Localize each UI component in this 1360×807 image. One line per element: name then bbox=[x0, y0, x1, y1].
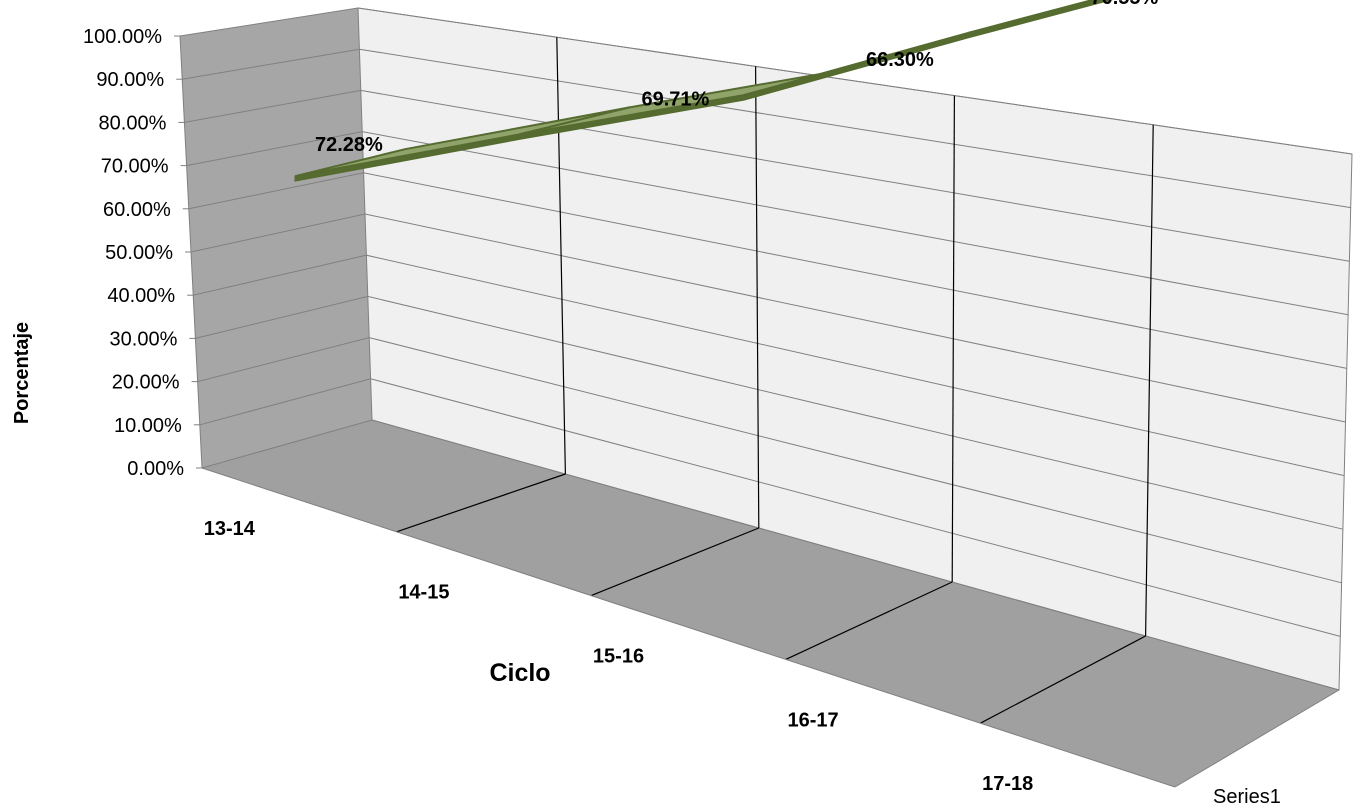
data-label: 69.71% bbox=[642, 88, 710, 110]
data-label: 72.28% bbox=[315, 134, 383, 156]
floor-divider bbox=[980, 635, 1146, 724]
x-axis-ticks: 13-14 14-15 15-16 16-17 17-18 bbox=[204, 518, 1034, 795]
gridline bbox=[193, 254, 1345, 477]
data-label: 66.30% bbox=[866, 49, 934, 71]
gridline bbox=[182, 48, 1351, 209]
chart-gridlines bbox=[179, 7, 1353, 788]
y-tick-label: 90.00% bbox=[96, 69, 164, 91]
x-tick-label: 17-18 bbox=[982, 773, 1033, 795]
x-tick-label: 15-16 bbox=[593, 646, 644, 668]
ribbon-edge bbox=[294, 0, 1114, 182]
gridline bbox=[199, 378, 1341, 637]
y-tick-label: 70.00% bbox=[101, 156, 169, 178]
y-tick-label: 10.00% bbox=[114, 415, 182, 437]
y-tick-label: 100.00% bbox=[83, 26, 162, 48]
y-tick-label: 30.00% bbox=[110, 328, 178, 350]
gridline bbox=[195, 295, 1344, 530]
gridline bbox=[201, 419, 1340, 691]
gridline bbox=[197, 337, 1342, 584]
gridline bbox=[190, 213, 1346, 423]
data-label: 70.55% bbox=[1091, 0, 1159, 9]
data-ribbon bbox=[294, 0, 1114, 182]
data-labels: 72.28%69.71%66.30%70.55%73.89% bbox=[315, 0, 1159, 156]
floor-divider bbox=[396, 473, 566, 533]
floor-divider bbox=[785, 581, 953, 660]
chart-walls bbox=[180, 7, 1353, 787]
y-tick-label: 40.00% bbox=[107, 285, 175, 307]
category-divider bbox=[754, 66, 760, 529]
side-wall bbox=[180, 8, 372, 468]
category-divider bbox=[556, 37, 566, 475]
category-divider bbox=[1145, 124, 1154, 637]
gridline bbox=[184, 89, 1350, 262]
gridline bbox=[179, 7, 1353, 155]
depth-axis-label: Series1 bbox=[1213, 786, 1281, 807]
floor bbox=[202, 420, 1339, 787]
x-tick-label: 14-15 bbox=[398, 582, 449, 604]
depth-axis-line bbox=[1174, 689, 1340, 788]
y-axis-title: Porcentaje bbox=[11, 322, 33, 424]
y-axis-ticks: 0.00% 10.00% 20.00% 30.00% 40.00% 50.00% 60.00… bbox=[83, 26, 202, 480]
y-tick-label: 80.00% bbox=[99, 112, 167, 134]
gridline bbox=[188, 172, 1347, 369]
x-tick-label: 13-14 bbox=[204, 518, 256, 540]
y-tick-label: 20.00% bbox=[112, 372, 180, 394]
gridline bbox=[186, 131, 1349, 316]
x-axis-line bbox=[201, 467, 1176, 788]
y-tick-label: 60.00% bbox=[103, 199, 171, 221]
x-tick-label: 16-17 bbox=[788, 709, 839, 731]
y-tick-label: 0.00% bbox=[127, 458, 184, 480]
x-axis-title: Ciclo bbox=[489, 659, 550, 687]
category-divider bbox=[951, 95, 956, 583]
floor-divider bbox=[590, 527, 760, 597]
y-tick-label: 50.00% bbox=[105, 242, 173, 264]
